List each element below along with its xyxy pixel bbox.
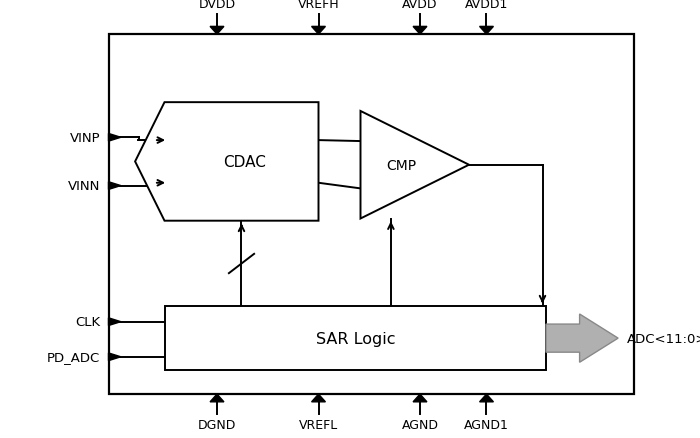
Text: AGND: AGND (402, 418, 438, 431)
Polygon shape (108, 134, 121, 142)
Bar (108, 35, 634, 394)
Polygon shape (413, 394, 427, 402)
Polygon shape (108, 318, 121, 326)
Text: VINN: VINN (68, 180, 100, 193)
Bar (164, 307, 546, 370)
Polygon shape (108, 182, 121, 190)
Polygon shape (312, 27, 326, 35)
Text: PD_ADC: PD_ADC (47, 350, 100, 364)
Text: CDAC: CDAC (223, 155, 266, 170)
Polygon shape (312, 394, 326, 402)
Text: VREFH: VREFH (298, 0, 340, 11)
Text: DVDD: DVDD (198, 0, 236, 11)
Polygon shape (210, 27, 224, 35)
Text: SAR Logic: SAR Logic (316, 331, 395, 346)
Polygon shape (413, 27, 427, 35)
Text: CMP: CMP (386, 159, 416, 172)
Polygon shape (360, 112, 469, 219)
Polygon shape (108, 353, 121, 361)
Polygon shape (480, 27, 494, 35)
Text: VINP: VINP (69, 131, 100, 145)
Text: VREFL: VREFL (299, 418, 338, 431)
Text: DGND: DGND (198, 418, 236, 431)
Polygon shape (210, 394, 224, 402)
Text: AVDD: AVDD (402, 0, 438, 11)
Polygon shape (135, 103, 318, 221)
Text: AGND1: AGND1 (464, 418, 509, 431)
Text: ADC<11:0>: ADC<11:0> (626, 332, 700, 345)
Text: CLK: CLK (75, 315, 100, 328)
Text: AVDD1: AVDD1 (465, 0, 508, 11)
Polygon shape (546, 314, 618, 363)
Polygon shape (480, 394, 494, 402)
